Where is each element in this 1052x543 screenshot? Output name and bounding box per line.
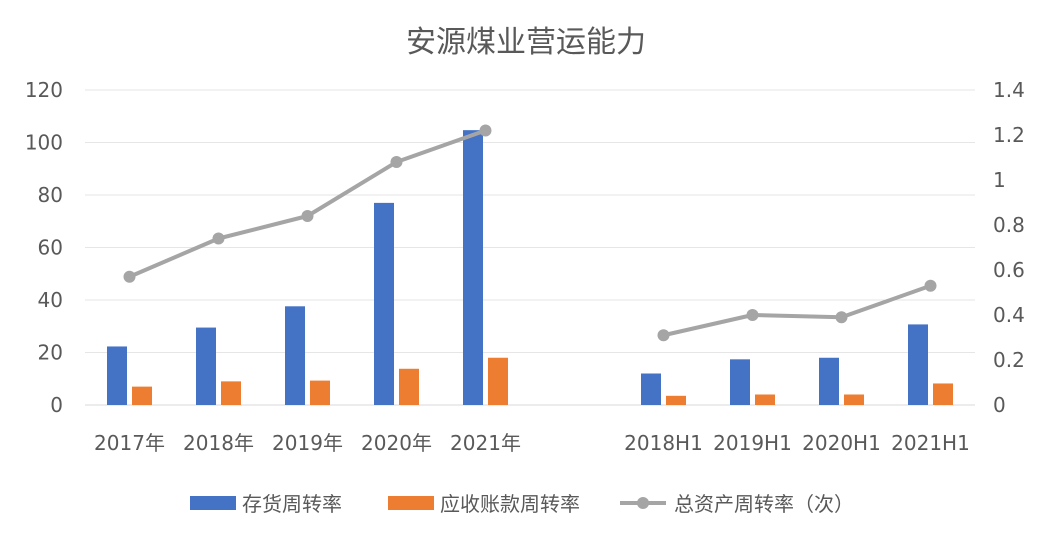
legend-swatch <box>190 496 236 510</box>
bar-receivable <box>933 383 953 405</box>
right-tick-label: 0.6 <box>993 258 1025 282</box>
left-tick-label: 100 <box>25 131 63 155</box>
bar-inventory <box>641 373 661 405</box>
line-series <box>123 124 937 342</box>
bar-receivable <box>221 381 241 405</box>
right-tick-label: 0.8 <box>993 213 1025 237</box>
left-tick-label: 20 <box>38 341 63 365</box>
right-tick-label: 1.2 <box>993 123 1025 147</box>
category-label: 2018H1 <box>624 431 703 455</box>
left-tick-label: 120 <box>25 78 63 102</box>
bars <box>107 130 953 405</box>
gridlines <box>85 89 975 406</box>
bar-receivable <box>666 395 686 405</box>
left-tick-label: 80 <box>38 183 63 207</box>
legend-swatch <box>388 496 434 510</box>
line-point <box>123 270 136 283</box>
line-point <box>657 329 670 342</box>
category-label: 2019H1 <box>713 431 792 455</box>
line-point <box>301 210 314 222</box>
right-tick-label: 0 <box>993 393 1006 417</box>
legend-swatch-point <box>637 497 649 509</box>
category-label: 2019年 <box>272 431 343 455</box>
bar-receivable <box>755 394 775 405</box>
category-axis: 2017年 2018年 2019年 2020年 2021年 2018H1 2019H1 202… <box>94 431 970 455</box>
right-tick-label: 1 <box>993 168 1006 192</box>
right-tick-label: 0.2 <box>993 348 1025 372</box>
right-tick-label: 0.4 <box>993 303 1025 327</box>
bar-receivable <box>310 380 330 405</box>
bar-receivable <box>399 368 419 405</box>
bar-receivable <box>844 394 864 405</box>
category-label: 2020H1 <box>802 431 881 455</box>
category-label: 2021年 <box>450 431 521 455</box>
left-tick-label: 60 <box>38 236 63 260</box>
line-point <box>835 311 848 324</box>
bar-receivable <box>488 357 508 405</box>
bar-inventory <box>908 324 928 405</box>
bar-receivable <box>132 386 152 405</box>
legend-label: 应收账款周转率 <box>440 492 580 516</box>
left-axis: 0 20 40 60 80 100 120 <box>25 78 63 417</box>
category-label: 2018年 <box>183 431 254 455</box>
chart-title: 安源煤业营运能力 <box>406 25 646 60</box>
right-tick-label: 1.4 <box>993 78 1025 102</box>
category-label: 2020年 <box>361 431 432 455</box>
category-label: 2021H1 <box>891 431 970 455</box>
line-point <box>212 232 225 245</box>
left-tick-label: 40 <box>38 288 63 312</box>
legend-label: 存货周转率 <box>242 492 342 516</box>
line-point <box>924 279 937 292</box>
bar-inventory <box>730 359 750 405</box>
bar-inventory <box>463 130 483 405</box>
right-axis: 0 0.2 0.4 0.6 0.8 1 1.2 1.4 <box>993 78 1025 417</box>
line-point <box>390 156 403 168</box>
bar-inventory <box>285 306 305 405</box>
line-segment <box>661 283 933 338</box>
bar-inventory <box>196 327 216 405</box>
line-point <box>746 309 759 321</box>
bar-inventory <box>107 346 127 405</box>
bar-inventory <box>819 357 839 405</box>
line-point <box>479 124 492 137</box>
legend: 存货周转率 应收账款周转率 总资产周转率（次） <box>190 492 854 516</box>
bar-inventory <box>374 202 394 405</box>
left-tick-label: 0 <box>50 393 63 417</box>
legend-label: 总资产周转率（次） <box>674 492 854 516</box>
category-label: 2017年 <box>94 431 165 455</box>
line-segment <box>127 128 488 279</box>
